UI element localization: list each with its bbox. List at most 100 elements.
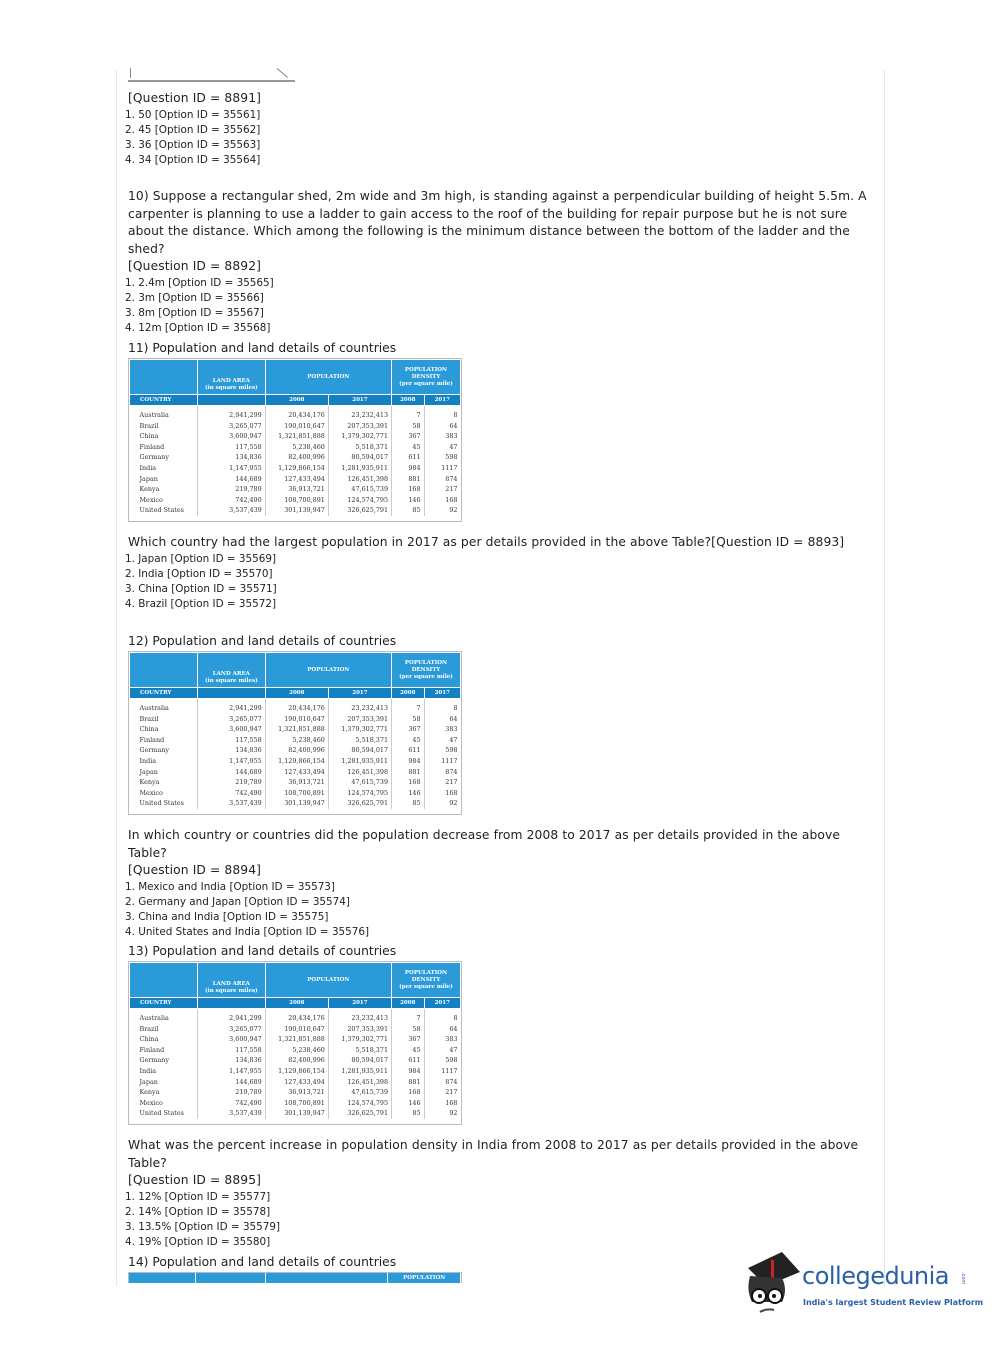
question-title: 11) Population and land details of count… [128,341,397,355]
option: 3. China [Option ID = 35571] [125,582,277,595]
table-cell: 108,700,891 [264,1097,329,1109]
question-13: What was the percent increase in populat… [125,1137,868,1250]
table-cell: 3,265,077 [197,420,266,432]
header-2017: 2017 [423,687,462,699]
table-cell: China [139,432,159,441]
table-cell: 8 [423,405,461,421]
table-cell: 1,379,302,771 [327,724,392,735]
table-cell: 1,129,866,154 [264,1065,329,1077]
table-cell: 301,139,947 [264,1108,329,1119]
table-cell: 3,537,439 [197,1108,266,1119]
table-cell: 1,147,955 [197,1065,266,1077]
option: 2. 45 [Option ID = 35562] [125,123,261,136]
table-row: Brazil 3,265,077 190,010,647 207,353,391 58 6… [130,713,461,725]
table-cell: Japan [139,1077,158,1086]
header-density: POPULATION DENSITY (per square mile) [391,359,461,395]
question-11: Which country had the largest population… [125,534,868,612]
table-cell: 47 [423,441,461,453]
table-cell: 598 [423,452,461,463]
table-cell: 80,594,017 [327,745,392,756]
table-cell: 144,689 [197,473,266,485]
table-row: Australia 2,941,299 20,434,176 23,232,413 7 8 [130,698,461,714]
diagram-fragment [128,68,295,82]
left-border [116,70,117,1286]
table-cell: 36,913,721 [264,484,329,495]
table-row: Mexico 742,490 108,700,891 124,574,795 146 16… [130,787,461,799]
table-cell: 85 [391,798,425,809]
table-cell: 127,433,494 [264,473,329,485]
table-cell: 1,379,302,771 [327,1034,392,1045]
table-cell: 126,451,398 [327,766,392,778]
options: 1. Japan [Option ID = 35569] 2. India [O… [125,552,868,612]
header-country: COUNTRY [128,687,199,699]
table-cell: 301,139,947 [264,505,329,516]
header-land-area-unit: (in square miles) [205,678,258,684]
population-table: LAND AREA (in square miles) POPULATION POPU… [128,358,462,522]
table-cell: 217 [423,484,461,495]
table-cell: 23,232,413 [327,405,392,421]
table-cell: 217 [423,1087,461,1098]
table-row: India 1,147,955 1,129,866,154 1,281,935,911… [130,755,461,767]
table-cell: 124,574,795 [327,787,392,799]
table-cell: 45 [391,1044,425,1056]
question-text: What was the percent increase in populat… [128,1138,859,1170]
table-cell: 47,615,739 [327,484,392,495]
table-cell: 2,941,299 [197,698,266,714]
table-cell: 117,558 [197,441,266,453]
question-9: [Question ID = 8891] 1. 50 [Option ID = … [125,90,868,168]
table-cell: 82,400,996 [264,745,329,756]
header-2008: 2008 [264,687,329,699]
table-cell: 383 [423,1034,461,1045]
question-10: 10) Suppose a rectangular shed, 2m wide … [125,188,868,336]
header-land-area-unit: (in square miles) [205,385,258,391]
header-density: POPULATION DENSITY (per square mile) [391,652,461,688]
table-cell: 1,147,955 [197,462,266,474]
table-cell: 3,265,077 [197,1023,266,1035]
table-cell: 207,353,391 [327,713,392,725]
header-land-area: LAND AREA [212,671,250,677]
table-row: Kenya 219,789 36,913,721 47,615,739 168 217 [130,484,461,495]
question-id: [Question ID = 8892] [128,259,262,273]
table-cell: 874 [423,473,461,485]
table-cell: 742,490 [197,787,266,799]
table-cell: 92 [423,798,461,809]
option: 4. 12m [Option ID = 35568] [125,321,271,334]
option: 2. Germany and Japan [Option ID = 35574] [125,895,350,908]
table-cell: 5,238,460 [264,734,329,746]
option: 4. United States and India [Option ID = … [125,925,370,938]
table-cell: 85 [391,505,425,516]
header-cell [266,1273,389,1283]
table-cell: 190,010,647 [264,420,329,432]
table-cell: 20,434,176 [264,1008,329,1024]
table-cell: Mexico [139,788,163,797]
table-cell: Mexico [139,1098,163,1107]
table-cell: 984 [391,462,425,474]
table-cell: 134,836 [197,1055,266,1066]
table-cell: United States [139,506,184,515]
table-cell: 207,353,391 [327,420,392,432]
header-2017: 2017 [423,997,462,1009]
table-cell: 383 [423,431,461,442]
table-row: India 1,147,955 1,129,866,154 1,281,935,911… [130,1065,461,1077]
table-cell: 5,238,460 [264,1044,329,1056]
header-2017: 2017 [423,394,462,406]
table-cell: 5,238,460 [264,441,329,453]
logo-wordmark: collegedunia [802,1262,950,1290]
table-cell: 2,941,299 [197,405,266,421]
table-row: Japan 144,689 127,433,494 126,451,398 881 874 [130,473,461,485]
table-cell: 881 [391,766,425,778]
table-cell: 1,147,955 [197,755,266,767]
table-cell: 1,281,935,911 [327,462,392,474]
population-table: LAND AREA (in square miles) POPULATION POPU… [128,651,462,815]
table-cell: 874 [423,766,461,778]
table-cell: 58 [391,713,425,725]
option: 3. 36 [Option ID = 35563] [125,138,261,151]
table-cell: India [139,756,157,765]
header-2008: 2008 [264,394,329,406]
header-country: COUNTRY [128,997,199,1009]
table-cell: 47,615,739 [327,777,392,788]
table-cell: 124,574,795 [327,494,392,506]
table-cell: 3,265,077 [197,713,266,725]
table-cell: 168 [423,494,461,506]
header-2017: 2017 [327,394,393,406]
